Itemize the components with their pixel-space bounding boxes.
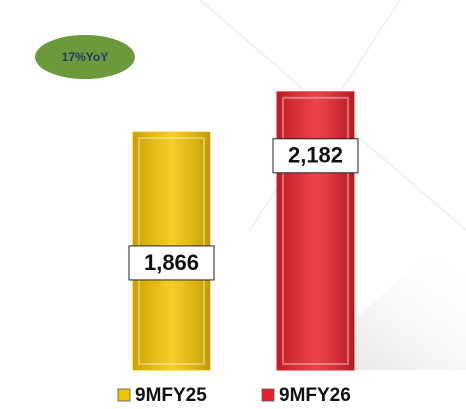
legend-marker — [261, 388, 275, 402]
legend-marker — [117, 388, 131, 402]
legend-label: 9MFY26 — [279, 385, 351, 406]
legend-label: 9MFY25 — [135, 385, 207, 406]
value-label: 2,182 — [288, 143, 343, 168]
value-label-box — [128, 245, 215, 281]
annotation: 17%YoY — [62, 50, 108, 64]
bar-shade — [277, 91, 354, 371]
annotation-badge — [35, 35, 135, 79]
bar-bevel — [282, 96, 349, 365]
value-label-box — [272, 138, 359, 174]
value-label: 1,866 — [144, 250, 199, 275]
